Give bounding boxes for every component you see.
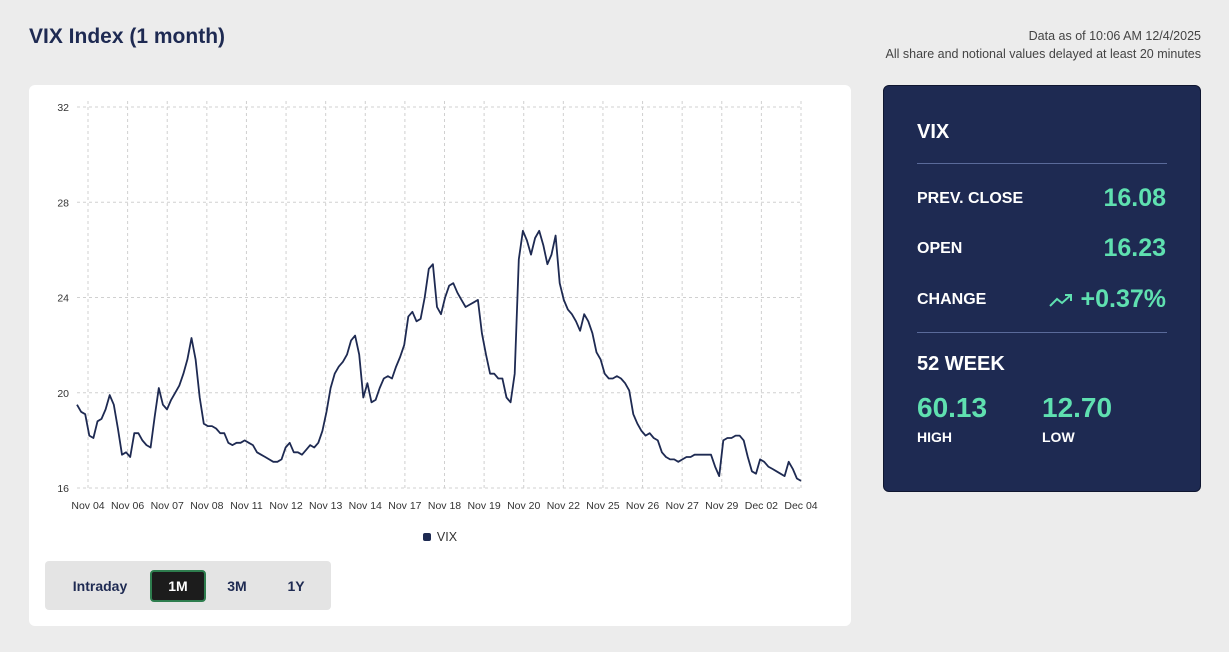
- week52-high-label: HIGH: [917, 429, 952, 445]
- x-tick-label: Nov 13: [309, 500, 342, 512]
- week52-low-label: LOW: [1042, 429, 1075, 445]
- week52-high-value: 60.13: [917, 392, 988, 423]
- prev-close-value: 16.08: [1103, 184, 1166, 212]
- legend-swatch: [422, 533, 431, 541]
- x-tick-label: Nov 14: [349, 500, 382, 512]
- x-tick-label: Nov 22: [547, 500, 580, 512]
- data-timestamp: Data as of 10:06 AM 12/4/2025 All share …: [886, 27, 1201, 63]
- x-tick-label: Dec 02: [745, 500, 778, 512]
- series-line-vix: [76, 229, 802, 482]
- x-tick-label: Dec 04: [784, 500, 817, 512]
- stats-title: VIX: [917, 121, 950, 143]
- x-tick-label: Nov 12: [269, 500, 302, 512]
- data-as-of-text: Data as of 10:06 AM 12/4/2025: [1028, 29, 1201, 43]
- x-tick-label: Nov 18: [428, 500, 461, 512]
- x-tick-label: Nov 25: [586, 500, 619, 512]
- x-tick-label: Nov 11: [230, 500, 263, 512]
- week52-title: 52 WEEK: [917, 353, 1005, 375]
- range-button-3m[interactable]: 3M: [227, 578, 247, 594]
- y-tick-label: 28: [57, 197, 69, 209]
- chart-legend: VIX: [29, 530, 851, 544]
- open-value: 16.23: [1103, 234, 1166, 262]
- x-tick-label: Nov 06: [111, 500, 144, 512]
- vix-stats-panel: VIX PREV. CLOSE 16.08 OPEN 16.23 CHANGE …: [883, 85, 1201, 492]
- range-button-1m[interactable]: 1M: [150, 570, 206, 602]
- vix-line-chart: 16 20 24 28 32 Nov 04 Nov 06 Nov 07 Nov 08 Nov 11…: [57, 101, 818, 512]
- trend-up-icon: [1048, 294, 1072, 308]
- x-tick-label: Nov 29: [705, 500, 738, 512]
- x-tick-label: Nov 17: [388, 500, 421, 512]
- range-button-1y[interactable]: 1Y: [287, 578, 305, 594]
- x-tick-label: Nov 26: [626, 500, 659, 512]
- x-tick-label: Nov 19: [467, 500, 500, 512]
- week52-low-value: 12.70: [1042, 392, 1113, 423]
- y-tick-label: 24: [57, 293, 69, 305]
- stats-divider: [917, 163, 1167, 164]
- time-range-selector: Intraday 1M 3M 1Y: [45, 561, 331, 610]
- change-label: CHANGE: [917, 291, 987, 308]
- y-tick-label: 16: [57, 483, 69, 495]
- x-tick-label: Nov 08: [190, 500, 223, 512]
- range-button-intraday[interactable]: Intraday: [72, 578, 128, 594]
- open-label: OPEN: [917, 240, 963, 257]
- stats-divider-2: [917, 332, 1167, 333]
- y-tick-label: 32: [57, 102, 69, 114]
- x-tick-label: Nov 27: [666, 500, 699, 512]
- legend-label: VIX: [436, 530, 458, 544]
- y-tick-label: 20: [57, 388, 69, 400]
- prev-close-label: PREV. CLOSE: [917, 190, 1024, 207]
- delay-note: All share and notional values delayed at…: [885, 47, 1201, 61]
- page-title: VIX Index (1 month): [29, 25, 226, 48]
- x-tick-label: Nov 20: [507, 500, 540, 512]
- change-value: +0.37%: [1080, 285, 1167, 313]
- x-tick-label: Nov 07: [151, 500, 184, 512]
- change-value-group: +0.37%: [1048, 285, 1167, 314]
- x-tick-label: Nov 04: [71, 500, 104, 512]
- chart-card: 16 20 24 28 32 Nov 04 Nov 06 Nov 07 Nov 08 Nov 11…: [29, 85, 851, 626]
